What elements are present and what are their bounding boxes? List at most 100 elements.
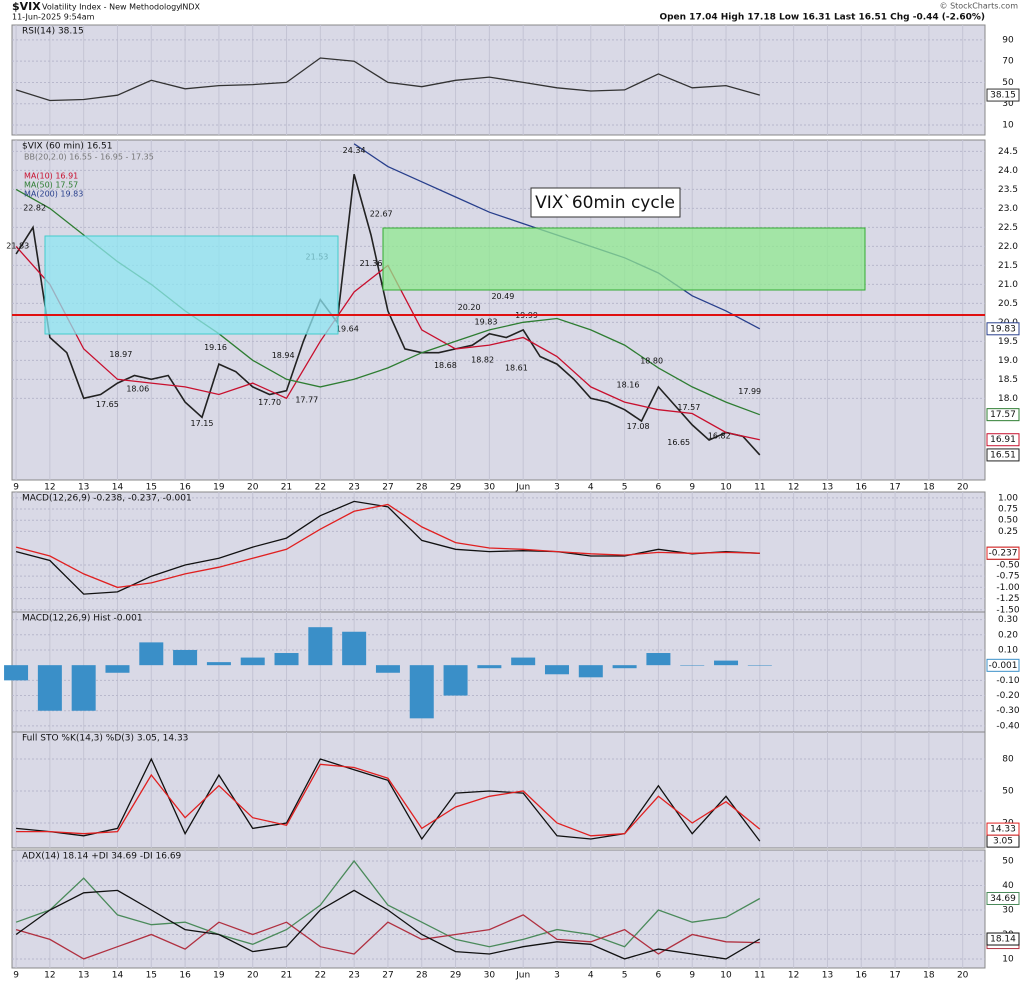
y-tick-label: -0.20 [996,691,1020,701]
y-tick-label: 30 [1002,905,1014,915]
bar [544,665,569,675]
y-tick-label: 0.75 [998,505,1018,515]
x-tick-label: 9 [13,971,19,981]
series-line [15,503,760,589]
bar [342,631,367,666]
x-tick-label: 28 [416,483,428,493]
last-value-box [986,822,1020,836]
x-tick-label: 9 [13,483,19,493]
y-tick-label: 0.10 [998,645,1018,655]
y-tick-label: -0.10 [996,676,1020,686]
y-tick-label: 1.00 [998,493,1018,503]
last-value-box [986,932,1020,946]
price-annotation: 16.82 [708,432,731,441]
x-tick-label: 27 [382,483,393,493]
y-tick-label: 20.5 [998,299,1018,309]
last-value: 3.05 [993,837,1013,847]
series-group [16,757,761,842]
last-value-box [986,891,1020,905]
y-tick-label: 19.5 [998,337,1018,347]
bar [477,665,502,669]
bar [206,662,231,666]
price-annotation: 17.99 [738,387,761,396]
x-tick-label: 12 [788,971,799,981]
y-tick-label: 19.0 [998,356,1018,366]
bar [37,665,62,711]
last-value: 16.91 [990,435,1016,445]
x-tick-label: 6 [656,483,662,493]
y-tick-label: -1.00 [996,583,1020,593]
x-tick-label: 6 [656,971,662,981]
note-box [530,187,681,218]
price-annotation: 18.82 [471,356,494,365]
x-tick-label: 21 [281,971,292,981]
y-tick-label: 50 [1002,857,1014,867]
price-annotation: 17.77 [295,396,318,405]
last-value: 17.57 [990,410,1016,420]
series-group [15,57,760,102]
x-tick-label: 30 [484,971,496,981]
last-value: 14.33 [990,825,1016,835]
x-tick-label: 16 [179,483,191,493]
x-tick-label: 27 [382,971,393,981]
x-tick-label: Jun [515,971,530,981]
legend-entry: BB(20,2.0) 16.55 - 16.95 - 17.35 [24,153,154,162]
legend-entry: MA(50) 17.57 [24,181,78,190]
price-annotation: 17.57 [677,403,700,412]
y-tick-label: 80 [1002,754,1014,764]
price-annotation: 24.34 [343,146,366,155]
x-tick-label: Jun [515,483,530,493]
x-tick-label: 29 [450,483,462,493]
y-tick-label: 18.0 [998,394,1018,404]
last-value: 18.14 [990,935,1016,945]
x-tick-label: 23 [348,971,359,981]
x-tick-label: 3 [554,483,560,493]
last-value: -0.001 [988,661,1017,671]
x-tick-label: 14 [112,971,124,981]
x-tick-label: 16 [856,483,868,493]
price-annotation: 18.94 [272,351,295,360]
y-tick-label: -0.75 [996,572,1019,582]
y-tick-label: 21.5 [998,261,1018,271]
bar [714,660,739,666]
bar [646,653,671,666]
last-value-box [986,433,1020,447]
x-tick-label: 12 [44,483,55,493]
y-tick-label: -0.30 [996,706,1020,716]
panel-title: RSI(14) 38.15 [22,27,84,37]
x-tick-label: 23 [348,483,359,493]
panel-background [11,611,986,733]
bar [375,665,400,673]
price-annotation: 20.49 [491,292,514,301]
x-tick-label: 12 [788,483,799,493]
y-tick-label: 24.5 [998,147,1018,157]
y-tick-label: 23.0 [998,204,1018,214]
y-tick-label: 24.0 [998,166,1018,176]
x-tick-label: 22 [315,483,326,493]
y-tick-label: 0.20 [998,630,1018,640]
last-value: 38.15 [990,91,1016,101]
x-tick-label: 13 [78,483,89,493]
x-tick-label: 19 [213,483,225,493]
last-value: 19.83 [990,324,1016,334]
price-annotation: 19.64 [336,325,359,334]
price-annotation: 18.16 [617,381,640,390]
bar [409,665,434,719]
series-line [16,757,761,842]
symbol: $VIX [12,0,41,13]
panel-title: $VIX (60 min) 16.51 [22,142,113,152]
x-tick-label: 15 [146,483,157,493]
x-tick-label: 20 [247,971,259,981]
x-tick-label: 3 [554,971,560,981]
price-annotation: 17.15 [191,419,214,428]
x-tick-label: 20 [957,483,969,493]
last-value: 34.69 [990,894,1016,904]
bar [105,665,130,673]
price-annotation: 19.83 [475,317,498,326]
y-tick-label: 30 [1002,99,1014,109]
y-tick-label: 40 [1002,881,1014,891]
price-annotation: 19.16 [204,343,227,352]
last-value-box [986,448,1020,462]
x-tick-label: 10 [720,971,732,981]
